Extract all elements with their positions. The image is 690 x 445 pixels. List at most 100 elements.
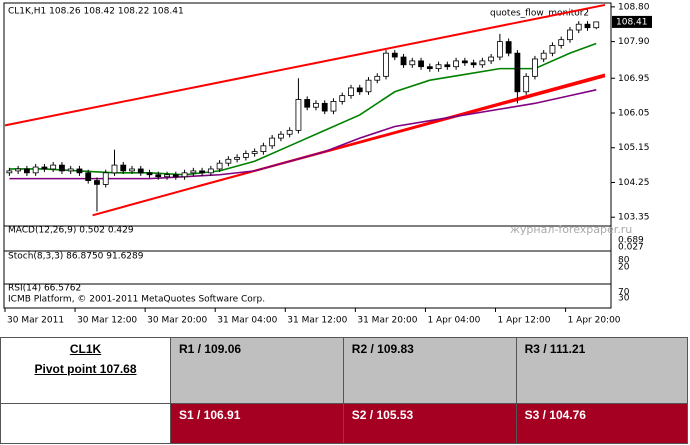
candle-body <box>584 23 591 29</box>
candle-body <box>172 174 179 178</box>
x-tick-label: 30 Mar 20:00 <box>147 316 207 326</box>
candle-body <box>269 137 276 147</box>
candle-body <box>540 52 547 60</box>
watermark: журнал-forexpaper.ru <box>510 223 632 236</box>
x-tick-label: 30 Mar 12:00 <box>77 316 137 326</box>
y-tick-label: 108.80 <box>618 2 650 12</box>
candle-body <box>67 168 74 172</box>
y-tick-label: 107.90 <box>618 37 650 47</box>
candle-body <box>304 99 311 108</box>
candle-body <box>374 75 381 81</box>
candle-body <box>391 52 398 58</box>
candle-body <box>435 64 442 70</box>
r-cell: R1 / 109.06 <box>170 337 344 404</box>
y-tick-label: 105.15 <box>618 143 650 153</box>
candle-body <box>146 172 153 176</box>
candle-body <box>365 79 372 93</box>
candle-body <box>216 162 223 170</box>
copyright: ICMB Platform, © 2001-2011 MetaQuotes So… <box>8 295 265 305</box>
candle-body <box>181 172 188 178</box>
candle-body <box>558 39 565 46</box>
candle-body <box>575 23 582 31</box>
candle-body <box>111 164 118 174</box>
candle-body <box>85 172 92 181</box>
candle-body <box>286 129 293 135</box>
price-label: 108.41 <box>616 17 648 27</box>
candle-body <box>225 158 232 164</box>
candle-body <box>348 87 354 97</box>
candle-body <box>242 153 249 158</box>
candle-body <box>76 168 83 174</box>
pivot: Pivot point 107.68 <box>34 362 137 376</box>
candle-body <box>15 168 22 172</box>
candle-body <box>164 174 170 178</box>
empty-cell <box>0 403 171 444</box>
trend-line <box>4 3 606 127</box>
candle-body <box>418 60 424 68</box>
candle-body <box>426 66 433 70</box>
y-tick-label: 106.95 <box>618 74 650 84</box>
y-tick-label: 103.35 <box>618 213 650 223</box>
candle-body <box>32 166 39 174</box>
x-tick-label: 31 Mar 20:00 <box>357 316 417 326</box>
candle-body <box>207 168 214 174</box>
candle-body <box>41 166 48 170</box>
y-tick-label: 104.25 <box>618 178 650 188</box>
price-box <box>612 15 652 28</box>
panel-label: MACD(12,26,9) 0.502 0.429 <box>8 226 134 236</box>
s-cell: S3 / 104.76 <box>515 403 689 444</box>
candle-body <box>514 52 521 93</box>
candle-body <box>409 60 416 66</box>
panel-tick: 80 <box>618 256 630 266</box>
candle-body <box>339 95 346 102</box>
ma-line <box>9 89 597 180</box>
panel-tick: 0.027 <box>618 243 644 253</box>
candle-body <box>313 102 319 108</box>
candle-body <box>50 164 57 170</box>
candle-body <box>295 99 302 131</box>
candle-body <box>356 87 363 93</box>
candle-body <box>234 156 241 160</box>
symbol-cell: CL1K Pivot point 107.68 <box>0 337 171 404</box>
candle-body <box>120 164 127 172</box>
candle-body <box>400 56 407 66</box>
candle-body <box>199 170 205 174</box>
pivot-table: CL1K Pivot point 107.68 R1 / 109.06 R2 / 1… <box>0 337 689 444</box>
candle-body <box>453 60 459 68</box>
r-cell: R3 / 111.21 <box>515 337 689 404</box>
candle-body <box>505 41 512 54</box>
candle-body <box>488 56 495 62</box>
candle-body <box>593 21 600 29</box>
candle-body <box>523 75 530 93</box>
candle-body <box>251 151 258 154</box>
panel-tick: 20 <box>618 263 630 273</box>
candle-body <box>330 101 337 112</box>
candle-body <box>496 41 503 58</box>
x-tick-label: 30 Mar 2011 <box>7 316 64 326</box>
candle-body <box>549 45 556 54</box>
chart: CL1K,H1 108.26 108.42 108.22 108.41 quot… <box>3 2 652 326</box>
panel-tick: 30 <box>618 294 630 304</box>
x-tick-label: 1 Apr 04:00 <box>427 316 480 326</box>
x-tick-label: 1 Apr 12:00 <box>498 316 551 326</box>
candle-body <box>23 168 30 174</box>
y-tick-label: 106.05 <box>618 109 650 119</box>
candle-body <box>59 164 65 172</box>
candle-body <box>383 52 389 77</box>
candle-body <box>190 170 197 174</box>
symbol: CL1K <box>69 342 102 356</box>
candle-body <box>278 133 284 139</box>
candle-body <box>102 172 109 185</box>
candle-body <box>6 170 13 174</box>
candle-body <box>479 60 486 66</box>
frame <box>3 2 612 309</box>
candle-body <box>137 168 144 174</box>
r-cell: R2 / 109.83 <box>342 337 517 404</box>
panel-tick: 70 <box>618 288 630 298</box>
candle-body <box>444 64 451 68</box>
candle-body <box>567 29 573 41</box>
indicator-name: quotes_flow_monitor2 <box>490 9 589 19</box>
s-cell: S1 / 106.91 <box>170 403 344 444</box>
candle-body <box>129 168 135 172</box>
